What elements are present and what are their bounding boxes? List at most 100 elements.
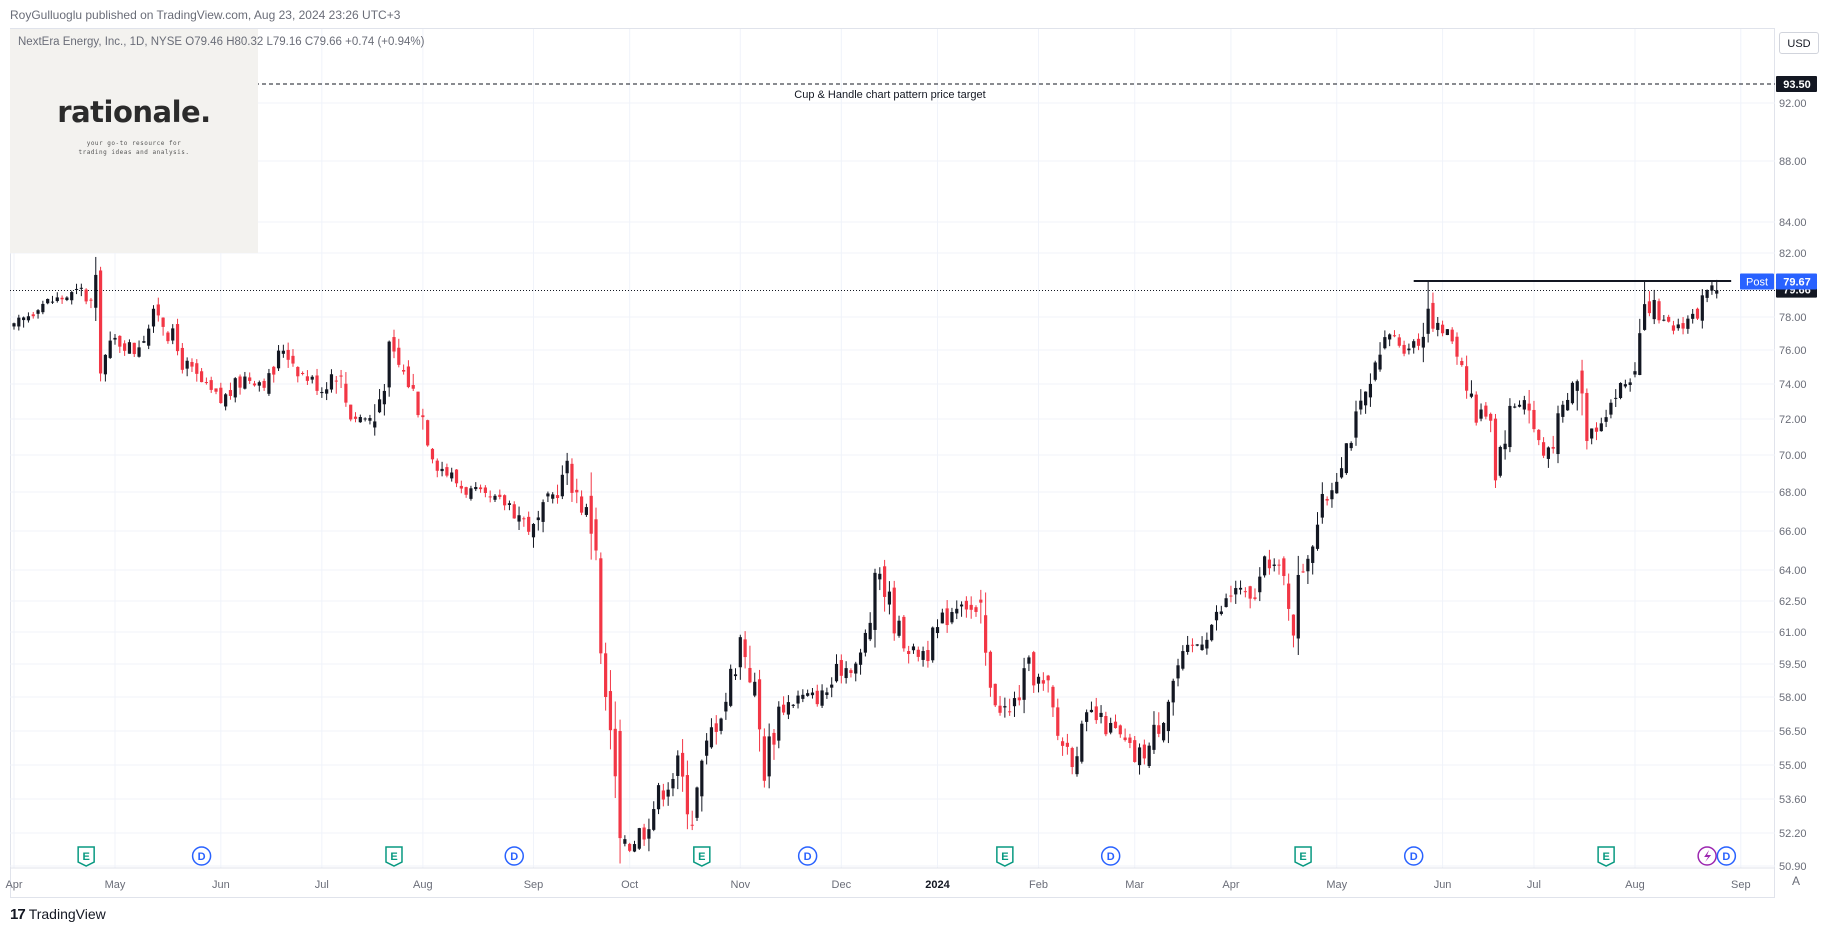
- candle: [1402, 340, 1406, 357]
- tradingview-logo[interactable]: 17 TradingView: [10, 906, 106, 923]
- candle: [762, 728, 766, 788]
- candle: [887, 581, 892, 615]
- candle: [1263, 555, 1267, 578]
- x-tick-label: Jul: [315, 879, 329, 891]
- candle-body: [1089, 709, 1094, 713]
- candle-body: [1426, 308, 1430, 334]
- candle: [1662, 315, 1666, 322]
- candle-body: [1344, 443, 1348, 474]
- candle: [1522, 395, 1526, 415]
- candle: [974, 605, 978, 617]
- candle: [132, 342, 136, 357]
- candle-body: [156, 304, 160, 316]
- candle: [1181, 645, 1185, 671]
- candle: [1421, 322, 1425, 363]
- candle-body: [334, 380, 338, 382]
- split-badge-bolt: [1704, 850, 1712, 862]
- candle: [60, 295, 64, 304]
- candle: [281, 344, 285, 358]
- candle: [1306, 555, 1310, 584]
- candle: [1205, 632, 1209, 655]
- candle: [618, 719, 622, 864]
- candle-body: [190, 362, 194, 367]
- dividend-badge-icon: D: [1403, 846, 1424, 866]
- candle: [685, 760, 689, 830]
- candle-body: [1594, 427, 1599, 432]
- candle-body: [555, 495, 560, 499]
- candle-body: [488, 496, 492, 498]
- candle-body: [854, 663, 858, 674]
- candle: [358, 414, 362, 423]
- candle: [1676, 318, 1680, 331]
- candle-body: [969, 604, 973, 610]
- candle: [286, 342, 290, 368]
- candle-body: [738, 637, 742, 668]
- candle: [1238, 580, 1243, 595]
- price-axis[interactable]: 92.00 88.00 84.00 82.00 78.00 76.00 74.00 72.00…: [1779, 98, 1807, 873]
- candle: [1604, 409, 1608, 428]
- candle: [402, 364, 406, 375]
- candle: [858, 648, 863, 675]
- candle-body: [1537, 429, 1541, 441]
- candle: [1580, 359, 1584, 416]
- candle: [1137, 743, 1142, 775]
- currency-button[interactable]: USD: [1779, 32, 1819, 54]
- candle: [209, 376, 213, 393]
- candle: [1667, 314, 1671, 323]
- candle: [103, 354, 107, 382]
- time-axis[interactable]: Apr May Jun Jul Aug Sep Oct Nov Dec 2024 Feb Mar Apr…: [5, 867, 1775, 891]
- candle: [377, 389, 382, 414]
- y-tick-label: 68.00: [1779, 487, 1807, 499]
- candle: [320, 387, 324, 398]
- candle: [445, 463, 449, 478]
- candle-body: [1647, 301, 1651, 314]
- candle: [647, 818, 651, 852]
- candle-body: [1676, 324, 1680, 329]
- candle-body: [618, 731, 622, 839]
- y-tick-label: 74.00: [1779, 379, 1807, 391]
- candle: [1585, 388, 1589, 450]
- candle-body: [1633, 371, 1637, 375]
- candle: [503, 494, 507, 511]
- candle-body: [1493, 418, 1498, 481]
- candle: [344, 372, 348, 407]
- candle: [349, 404, 353, 422]
- candle-body: [1157, 725, 1161, 734]
- earnings-badge-letter: E: [1602, 851, 1609, 863]
- candle: [1513, 403, 1517, 409]
- candle: [1008, 698, 1012, 716]
- candle: [1128, 733, 1132, 749]
- candle-body: [623, 839, 627, 844]
- x-tick-label: Dec: [832, 879, 852, 891]
- candle-body: [1508, 405, 1512, 448]
- candle: [604, 642, 608, 711]
- candle: [180, 343, 184, 374]
- candle-body: [84, 289, 88, 302]
- candle: [541, 499, 545, 533]
- candle-body: [1190, 644, 1195, 646]
- x-tick-label: May: [105, 879, 126, 891]
- candle-body: [830, 684, 834, 688]
- candle-body: [257, 382, 261, 386]
- earnings-badge-icon: E: [693, 846, 711, 867]
- candle-body: [402, 370, 406, 372]
- candle-body: [849, 670, 853, 673]
- candle-body: [883, 566, 887, 597]
- candle: [1243, 587, 1247, 598]
- candle: [1036, 673, 1041, 693]
- candle: [565, 452, 569, 485]
- candle-body: [1027, 657, 1031, 664]
- candle-body: [512, 504, 516, 519]
- earnings-badge-shape: [693, 846, 711, 867]
- candle-body: [984, 615, 988, 653]
- candle: [1056, 698, 1060, 741]
- candle: [1642, 281, 1647, 331]
- candle: [743, 631, 747, 669]
- candle: [950, 607, 954, 625]
- auto-scale-button[interactable]: A: [1792, 874, 1801, 888]
- candle: [1176, 658, 1180, 687]
- candle: [522, 516, 526, 527]
- target-price-tag-label: 93.50: [1783, 79, 1811, 91]
